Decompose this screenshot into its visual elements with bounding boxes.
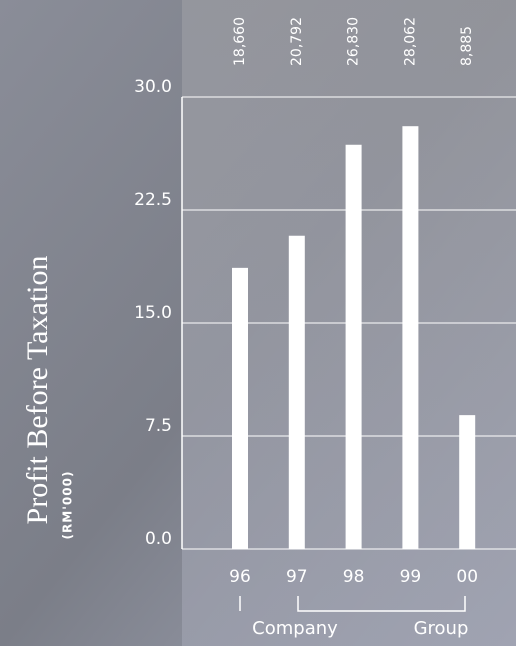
page: Profit Before Taxation (RM'000) Company … <box>0 0 516 646</box>
bar <box>459 415 475 549</box>
value-label: 28,062 <box>402 17 418 66</box>
annotation: Company <box>252 618 338 639</box>
value-label: 8,885 <box>459 26 475 66</box>
x-tick-label: 99 <box>400 567 422 587</box>
y-tick-label: 22.5 <box>134 190 172 210</box>
bar <box>402 126 418 549</box>
y-tick-label: 0.0 <box>145 529 172 549</box>
value-label: 26,830 <box>346 17 362 66</box>
y-tick-label: 7.5 <box>145 416 172 436</box>
chart: Profit Before Taxation (RM'000) Company … <box>0 0 516 646</box>
x-tick-label: 00 <box>456 567 478 587</box>
y-tick-label: 30.0 <box>134 77 172 97</box>
x-tick-label: 96 <box>229 567 251 587</box>
bar <box>346 145 362 549</box>
chart-subtitle: (RM'000) <box>61 471 75 540</box>
y-tick-label: 15.0 <box>134 303 172 323</box>
annotation: Group <box>414 618 469 639</box>
value-label: 20,792 <box>289 17 305 66</box>
chart-title: Profit Before Taxation <box>21 256 54 525</box>
value-label: 18,660 <box>232 17 248 66</box>
bar <box>232 268 248 549</box>
bar <box>289 236 305 549</box>
x-tick-label: 97 <box>286 567 308 587</box>
x-tick-label: 98 <box>343 567 365 587</box>
